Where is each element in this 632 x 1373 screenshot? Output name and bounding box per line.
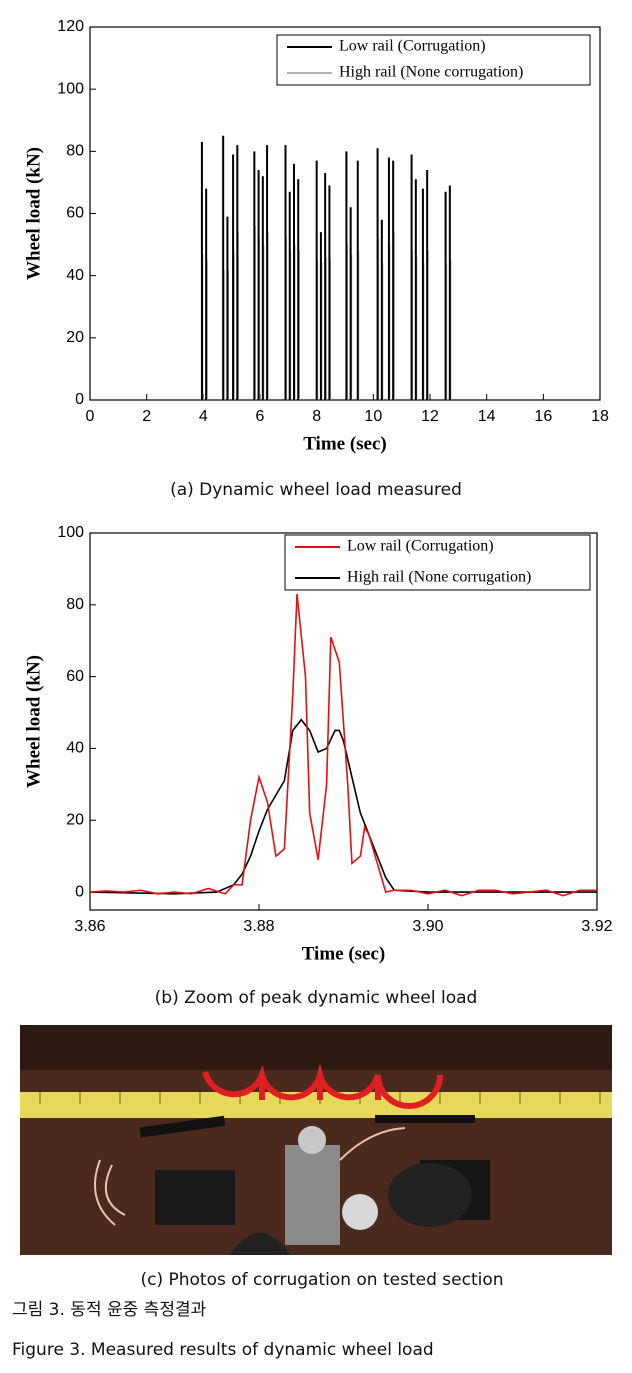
y-tick-label: 80	[66, 596, 84, 613]
y-tick-label: 0	[75, 883, 84, 900]
x-tick-label: 12	[421, 408, 439, 425]
x-tick-label: 8	[312, 408, 321, 425]
y-tick-label: 40	[66, 267, 84, 284]
caption-b: (b) Zoom of peak dynamic wheel load	[155, 988, 478, 1008]
x-axis-label: Time (sec)	[302, 943, 386, 964]
legend-label: Low rail (Corrugation)	[347, 538, 494, 555]
y-tick-label: 20	[66, 811, 84, 828]
legend-label: Low rail (Corrugation)	[339, 38, 486, 55]
y-axis-label: Wheel load (kN)	[23, 655, 44, 788]
x-tick-label: 3.92	[581, 918, 612, 935]
plot-frame	[89, 532, 598, 911]
y-axis-label: Wheel load (kN)	[23, 147, 44, 280]
series-line	[89, 593, 597, 897]
caption-c: (c) Photos of corrugation on tested sect…	[140, 1270, 503, 1290]
x-tick-label: 16	[534, 408, 552, 425]
x-tick-label: 10	[364, 408, 382, 425]
x-tick-label: 3.86	[74, 918, 105, 935]
y-tick-label: 100	[57, 524, 84, 541]
figure-label-ko: 그림 3. 동적 윤중 측정결과	[12, 1300, 207, 1320]
x-tick-label: 4	[199, 408, 208, 425]
legend-label: High rail (None corrugation)	[339, 64, 523, 81]
y-tick-label: 120	[57, 18, 84, 35]
y-tick-label: 60	[66, 205, 84, 222]
x-tick-label: 3.88	[243, 918, 274, 935]
x-tick-label: 14	[478, 408, 496, 425]
x-tick-label: 6	[256, 408, 265, 425]
y-tick-label: 0	[75, 391, 84, 408]
photo	[20, 1025, 612, 1255]
series-line	[89, 718, 597, 895]
x-tick-label: 0	[86, 408, 95, 425]
caption-a: (a) Dynamic wheel load measured	[170, 480, 462, 500]
y-tick-label: 40	[66, 740, 84, 757]
y-tick-label: 100	[57, 80, 84, 97]
y-tick-label: 20	[66, 329, 84, 346]
x-tick-label: 3.90	[412, 918, 443, 935]
y-tick-label: 60	[66, 668, 84, 685]
legend-label: High rail (None corrugation)	[347, 569, 531, 586]
legend-box	[276, 34, 591, 86]
legend-box	[284, 534, 591, 591]
y-tick-label: 80	[66, 143, 84, 160]
x-tick-label: 2	[142, 408, 151, 425]
x-tick-label: 18	[591, 408, 609, 425]
figure-label-en: Figure 3. Measured results of dynamic wh…	[12, 1340, 434, 1360]
x-axis-label: Time (sec)	[303, 433, 387, 454]
